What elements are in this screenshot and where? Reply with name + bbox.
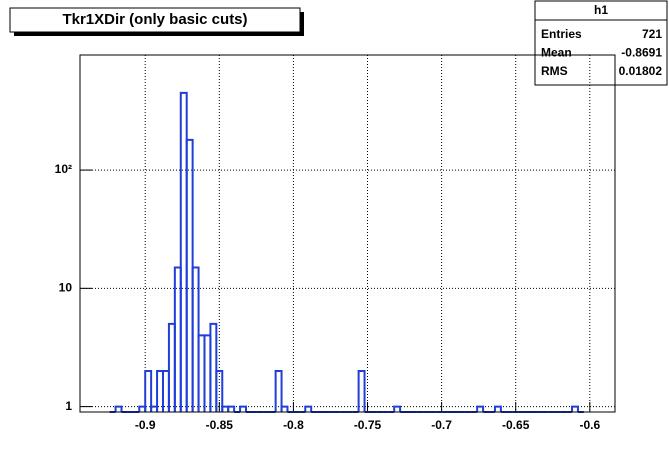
histogram-bin [476, 405, 485, 412]
stats-label: Mean [541, 46, 572, 60]
x-tick-label: -0.75 [354, 418, 382, 432]
histogram-bin [357, 369, 366, 412]
y-tick-label: 1 [65, 399, 72, 413]
chart-title: Tkr1XDir (only basic cuts) [62, 11, 247, 28]
histogram-bin [280, 405, 289, 412]
stats-title: h1 [594, 3, 608, 17]
x-tick-label: -0.65 [502, 418, 530, 432]
stats-label: Entries [541, 27, 582, 41]
histogram-bin [215, 369, 224, 412]
histogram-bin [274, 369, 283, 412]
stats-value: 721 [642, 27, 662, 41]
histogram-bin [239, 405, 247, 412]
histogram-bin [393, 405, 402, 412]
histogram-bin [144, 369, 153, 412]
x-tick-label: -0.6 [579, 418, 600, 432]
stats-box [534, 0, 668, 86]
histogram-bin [114, 405, 123, 412]
y-tick-label: 10 [59, 281, 73, 295]
x-tick-label: -0.8 [283, 418, 304, 432]
histogram-bin [209, 322, 218, 412]
stats-value: 0.01802 [619, 64, 663, 78]
histogram-bin [493, 405, 502, 412]
stats-label: RMS [541, 64, 568, 78]
plot-frame [79, 54, 616, 413]
x-tick-label: -0.85 [206, 418, 234, 432]
histogram-bin [571, 405, 579, 412]
histogram-bin [304, 405, 313, 412]
x-tick-label: -0.9 [135, 418, 156, 432]
x-tick-label: -0.7 [431, 418, 452, 432]
y-tick-label: 10² [55, 162, 72, 176]
histogram-bin [227, 405, 236, 412]
stats-value: -0.8691 [621, 46, 662, 60]
title-box [9, 7, 301, 33]
